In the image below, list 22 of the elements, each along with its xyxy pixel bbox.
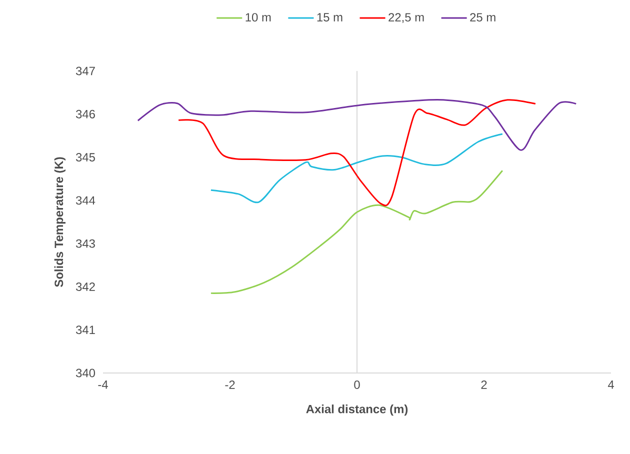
x-axis-title: Axial distance (m) [306,404,408,416]
legend-label: 22,5 m [388,13,424,23]
y-tick-label: 342 [76,282,95,291]
x-tick-label: 2 [481,380,487,389]
line-series [210,170,504,294]
legend-label: 25 m [470,13,496,22]
y-tick-label: 341 [76,326,95,334]
y-tick-label: 344 [76,196,96,205]
y-tick-label: 345 [76,153,95,162]
x-tick-label: -2 [225,380,235,389]
line-series [137,98,577,151]
y-tick-label: 343 [76,239,95,248]
legend-label: 10 m [246,13,271,22]
legend-label: 15 m [317,13,342,22]
y-tick-label: 347 [76,66,95,76]
x-tick-label: 4 [608,380,614,389]
line-series [210,133,504,204]
y-tick-label: 340 [76,368,96,378]
x-tick-label: 0 [354,380,360,389]
y-axis-title: Solids Temperature (K) [54,157,66,287]
y-tick-label: 346 [76,110,95,118]
x-tick-label: -4 [98,380,108,389]
